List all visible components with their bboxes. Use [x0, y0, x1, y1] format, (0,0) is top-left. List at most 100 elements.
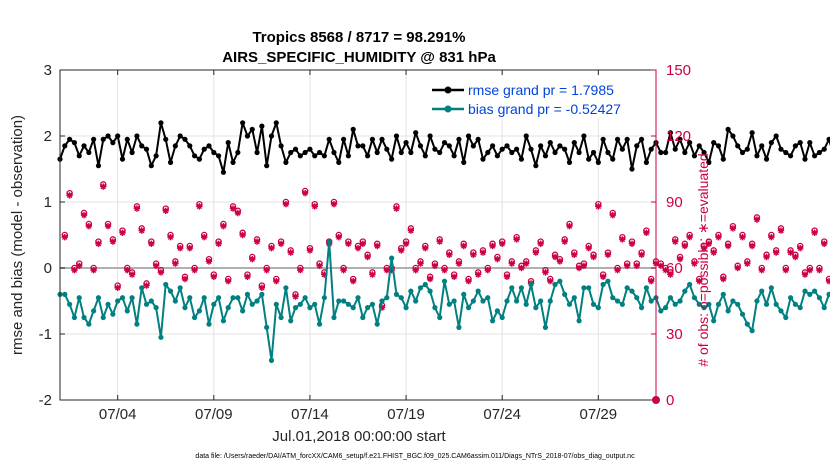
bias-point	[658, 308, 664, 314]
obs-evaluated-point	[316, 262, 323, 269]
y-axis-label: rmse and bias (model - observation)	[9, 115, 26, 355]
rmse-point	[249, 126, 255, 132]
rmse-point	[235, 149, 241, 156]
bias-point	[571, 295, 577, 301]
obs-evaluated-point	[672, 238, 679, 245]
rmse-point	[643, 159, 649, 165]
bias-point	[201, 295, 207, 301]
rmse-point	[581, 133, 587, 139]
obs-evaluated-point	[523, 260, 530, 267]
bias-point	[807, 291, 813, 297]
obs-evaluated-point	[239, 231, 246, 239]
y-axis-label-right: # of obs: o=possible; ∗=evaluated	[695, 153, 711, 366]
bias-point	[547, 298, 553, 304]
rmse-point	[124, 136, 130, 142]
rmse-point	[768, 140, 774, 146]
rmse-point	[143, 146, 150, 152]
bias-point	[91, 308, 97, 314]
obs-evaluated-point	[691, 260, 698, 267]
obs-evaluated-point	[369, 271, 376, 278]
obs-evaluated-point	[595, 203, 602, 210]
bias-point	[557, 278, 563, 284]
obs-evaluated-point	[551, 253, 559, 261]
rmse-point	[494, 153, 500, 159]
obs-evaluated-point	[604, 251, 612, 258]
obs-evaluated-point	[133, 205, 141, 212]
obs-evaluated-point	[378, 304, 386, 311]
rmse-point	[119, 156, 126, 162]
obs-evaluated-point	[402, 240, 410, 247]
rmse-point	[100, 136, 106, 142]
obs-evaluated-point	[71, 267, 78, 274]
bias-point	[797, 305, 803, 311]
obs-evaluated-point	[388, 267, 395, 274]
rmse-point	[826, 136, 830, 142]
obs-evaluated-point	[109, 238, 117, 245]
obs-evaluated-point	[263, 267, 270, 274]
rmse-point	[773, 133, 779, 139]
bias-point	[249, 301, 255, 307]
bias-point	[461, 291, 467, 297]
obs-evaluated-point	[575, 264, 583, 272]
obs-evaluated-point	[796, 245, 804, 252]
obs-evaluated-point	[614, 267, 621, 274]
bias-point	[297, 301, 303, 307]
bias-point	[672, 301, 678, 307]
obs-evaluated-point	[556, 258, 564, 265]
bias-point	[465, 305, 472, 311]
bias-point	[259, 291, 265, 297]
bias-point	[312, 301, 318, 307]
rmse-point	[797, 140, 803, 146]
x-tick-label-3: 07/19	[387, 406, 425, 423]
rmse-point	[792, 143, 798, 149]
obs-evaluated-point	[104, 223, 112, 230]
obs-evaluated-point	[95, 240, 102, 247]
bias-point	[283, 285, 289, 291]
bias-point	[393, 291, 400, 297]
obs-evaluated-point	[537, 240, 544, 247]
bias-point	[509, 285, 515, 291]
bias-point	[562, 291, 568, 297]
rmse-point	[230, 159, 236, 165]
obs-evaluated-point	[100, 183, 107, 190]
rmse-point	[634, 143, 640, 149]
bias-point	[67, 301, 73, 307]
legend: rmse grand pr = 1.7985 bias grand pr = -…	[423, 75, 650, 119]
rmse-point	[134, 133, 140, 139]
bias-point	[528, 281, 534, 288]
obs-evaluated-point	[657, 262, 665, 269]
y-right-tick-label-4: 120	[666, 128, 691, 145]
obs-count-markers	[61, 181, 830, 404]
rmse-point	[677, 136, 683, 142]
obs-evaluated-point	[215, 240, 222, 247]
bias-point	[105, 301, 111, 307]
rmse-point	[422, 153, 428, 159]
bias-point	[437, 314, 443, 321]
rmse-point	[475, 136, 481, 142]
chart-subtitle: AIRS_SPECIFIC_HUMIDITY @ 831 hPa	[222, 49, 496, 66]
bias-point	[230, 295, 236, 301]
rmse-point	[365, 153, 371, 159]
obs-evaluated-point	[724, 242, 732, 250]
obs-evaluated-point	[710, 249, 717, 256]
rmse-point	[576, 149, 582, 156]
bias-point	[514, 298, 520, 304]
obs-evaluated-point	[234, 209, 242, 217]
bias-point	[417, 285, 424, 291]
bias-point	[432, 305, 438, 311]
obs-evaluated-point	[244, 273, 251, 280]
rmse-point	[326, 136, 332, 142]
bias-point	[134, 321, 140, 327]
obs-evaluated-point	[143, 282, 150, 289]
rmse-point	[340, 136, 347, 142]
rmse-point	[533, 163, 539, 169]
obs-evaluated-point	[503, 273, 511, 280]
rmse-point	[754, 153, 760, 159]
obs-evaluated-point	[772, 249, 780, 256]
bias-point	[687, 281, 693, 288]
rmse-point	[268, 133, 275, 139]
obs-evaluated-point	[744, 260, 751, 267]
bias-point	[158, 334, 164, 340]
bias-point	[302, 295, 308, 301]
